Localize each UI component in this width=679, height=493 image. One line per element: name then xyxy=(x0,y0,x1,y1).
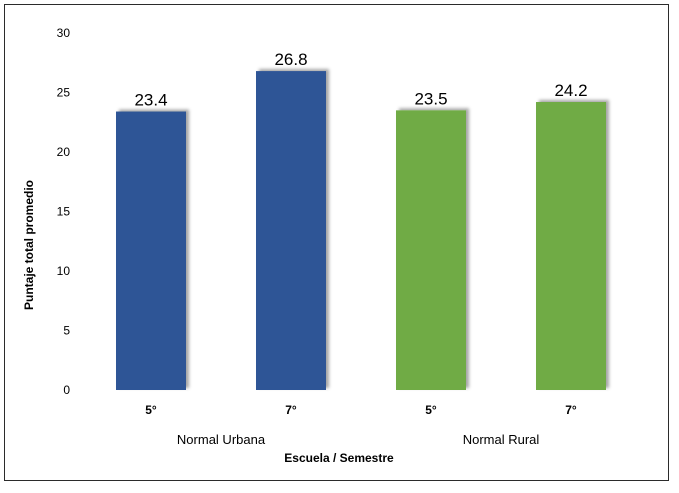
y-tick-label: 5 xyxy=(63,324,70,338)
y-tick-label: 30 xyxy=(57,26,71,40)
bar xyxy=(116,111,186,390)
bar xyxy=(536,102,606,391)
x-group-label: Normal Rural xyxy=(463,432,540,447)
bars: 23.4 26.8 23.5 24.2 xyxy=(116,50,606,391)
x-category-label: 7° xyxy=(285,403,297,417)
x-category-label: 7° xyxy=(565,403,577,417)
y-tick-label: 25 xyxy=(57,86,71,100)
y-tick-label: 15 xyxy=(57,205,71,219)
data-label: 23.4 xyxy=(134,91,167,110)
y-tick-label: 0 xyxy=(63,383,70,397)
bar xyxy=(396,110,466,390)
data-label: 26.8 xyxy=(274,50,307,69)
x-axis-group-labels: Normal Urbana Normal Rural xyxy=(177,432,539,447)
x-axis-title: Escuela / Semestre xyxy=(284,451,394,465)
x-axis-category-labels: 5° 7° 5° 7° xyxy=(145,403,577,417)
y-axis-title: Puntaje total promedio xyxy=(22,180,36,310)
y-tick-label: 20 xyxy=(57,145,71,159)
y-axis-ticks: 0 5 10 15 20 25 30 xyxy=(57,26,71,397)
x-category-label: 5° xyxy=(145,403,157,417)
data-label: 24.2 xyxy=(554,81,587,100)
x-category-label: 5° xyxy=(425,403,437,417)
bar xyxy=(256,71,326,390)
x-group-label: Normal Urbana xyxy=(177,432,266,447)
y-tick-label: 10 xyxy=(57,264,71,278)
data-label: 23.5 xyxy=(414,89,447,108)
